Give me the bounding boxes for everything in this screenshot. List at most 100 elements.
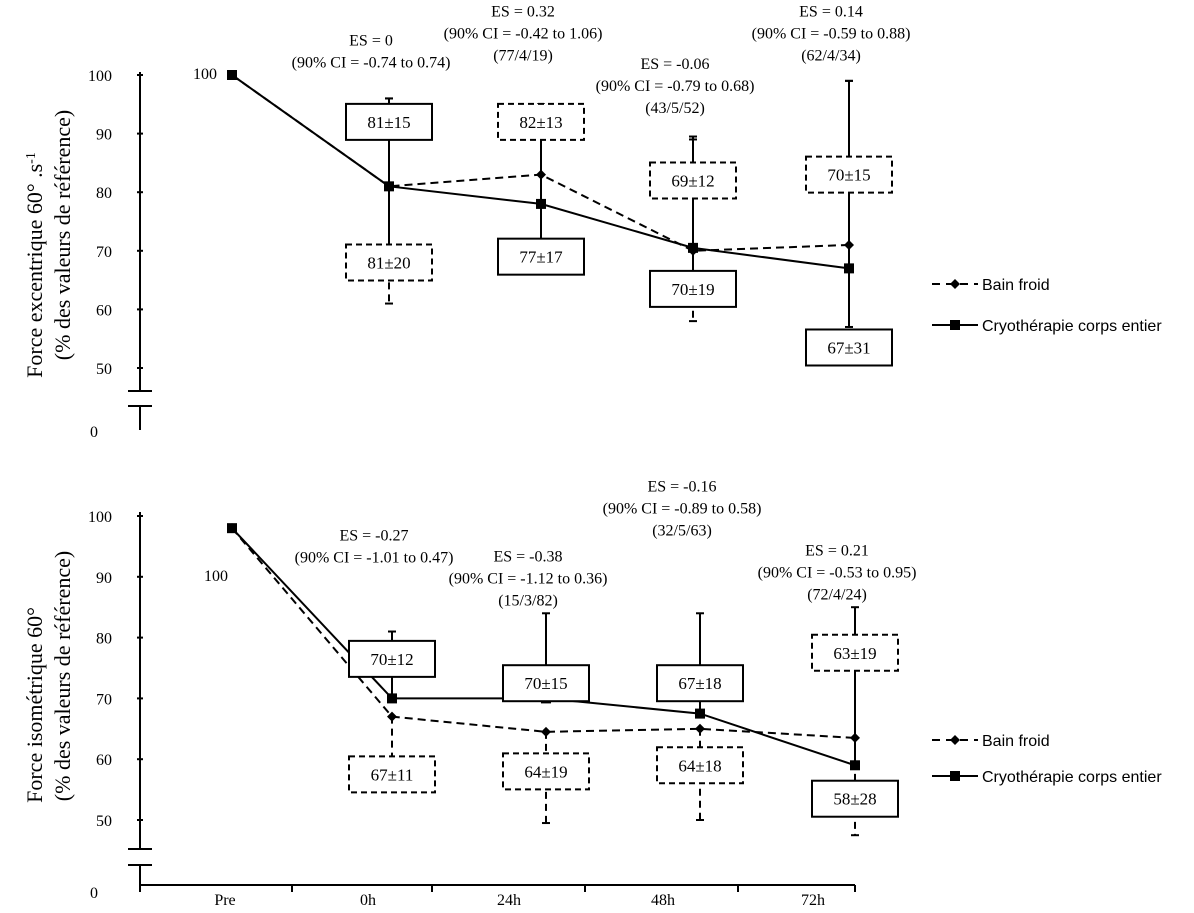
value-box <box>348 755 436 794</box>
y-tick-label: 70 <box>96 691 112 708</box>
value-box-label: 70±15 <box>827 166 870 185</box>
es-annotation-line: (90% CI = -0.59 to 0.88) <box>752 25 911 42</box>
es-annotation-line: ES = 0.21 <box>805 543 869 560</box>
y-tick-label: 90 <box>96 127 112 144</box>
y-tick-label: 70 <box>96 244 112 261</box>
value-box-label: 63±19 <box>833 644 876 663</box>
es-annotation-line: (32/5/63) <box>652 523 712 540</box>
es-annotation-line: (90% CI = -0.79 to 0.68) <box>596 78 755 95</box>
value-box <box>497 237 585 276</box>
y-tick-label: 50 <box>96 361 112 378</box>
y-axis-title-main: Force isométrique 60° <box>22 607 47 803</box>
legend-label: Bain froid <box>982 733 1050 750</box>
es-annotation-line: (90% CI = -0.53 to 0.95) <box>758 565 917 582</box>
x-tick-label: 24h <box>497 892 521 909</box>
value-box-label: 77±17 <box>519 248 563 267</box>
legend-label: Bain froid <box>982 277 1050 294</box>
y-tick-label: 100 <box>88 509 112 526</box>
data-point <box>850 760 860 771</box>
y-tick-label: 80 <box>96 185 112 202</box>
value-box <box>649 161 737 200</box>
data-point <box>844 239 854 250</box>
value-box-label: 69±12 <box>671 171 714 190</box>
legend-marker <box>950 320 960 330</box>
es-annotation-line: ES = -0.27 <box>339 527 408 544</box>
value-box <box>656 664 744 703</box>
y-tick-label: 60 <box>96 302 112 319</box>
value-box-label: 64±18 <box>678 756 721 775</box>
value-box <box>805 155 893 194</box>
legend-label: Cryothérapie corps entier <box>982 769 1162 786</box>
data-point <box>387 711 397 722</box>
y-tick-label: 100 <box>88 68 112 85</box>
y-break-label: 0 <box>90 424 98 441</box>
value-box <box>656 746 744 785</box>
y-break-label: 0 <box>90 885 98 902</box>
value-box-label: 67±31 <box>827 338 870 357</box>
x-tick-label: Pre <box>214 892 235 909</box>
value-box-label: 82±13 <box>519 113 562 132</box>
x-tick-label: 0h <box>360 892 376 909</box>
x-tick-label: 72h <box>801 892 825 909</box>
legend-marker <box>950 771 960 781</box>
data-point <box>844 263 854 274</box>
value-box-label: 67±11 <box>371 765 414 784</box>
es-annotation-line: ES = -0.16 <box>647 479 716 496</box>
legend-label: Cryothérapie corps entier <box>982 318 1162 335</box>
data-point <box>850 732 860 743</box>
value-box-label: 81±20 <box>367 254 410 273</box>
value-box <box>497 102 585 141</box>
data-point <box>536 198 546 209</box>
data-point <box>688 242 698 253</box>
x-tick-label: 48h <box>651 892 675 909</box>
legend-marker <box>950 279 960 289</box>
value-box-label: 70±12 <box>370 650 413 669</box>
y-axis-subtitle: (% des valeurs de référence) <box>50 551 75 801</box>
value-box-label: 58±28 <box>833 790 876 809</box>
es-annotation-line: ES = 0.32 <box>491 3 555 20</box>
es-annotation-line: (15/3/82) <box>498 593 558 610</box>
es-annotation-line: ES = -0.38 <box>493 549 562 566</box>
es-annotation-line: (62/4/34) <box>801 47 861 64</box>
value-box <box>811 779 899 818</box>
legend-marker <box>950 735 960 745</box>
es-annotation-line: ES = 0.14 <box>799 3 863 20</box>
data-point <box>536 169 546 180</box>
y-tick-label: 90 <box>96 570 112 587</box>
data-point <box>387 693 397 704</box>
es-annotation-line: ES = -0.06 <box>640 56 709 73</box>
es-annotation-line: (90% CI = -1.01 to 0.47) <box>295 549 454 566</box>
value-box <box>805 328 893 367</box>
es-annotation-line: (90% CI = -0.74 to 0.74) <box>292 55 451 72</box>
data-point <box>384 181 394 192</box>
isometric-force-chart: 100 90 80 70 60 50 0 Force isométrique 60° (% de… <box>22 479 1162 909</box>
data-point <box>227 523 237 534</box>
value-box <box>811 633 899 672</box>
value-box-label: 67±18 <box>678 674 721 693</box>
eccentric-force-chart: 100 90 80 70 60 50 0 Force excentrique 60° .s-1… <box>22 3 1162 441</box>
value-box <box>502 664 590 703</box>
y-axis-title-main: Force excentrique 60° .s <box>22 164 47 378</box>
value-box-label: 81±15 <box>367 113 410 132</box>
value-box <box>345 102 433 141</box>
y-axis-title: Force isométrique 60° <box>22 607 47 803</box>
y-axis-subtitle: (% des valeurs de référence) <box>50 110 75 360</box>
value-box-label: 64±19 <box>524 762 567 781</box>
data-point <box>541 726 551 737</box>
y-axis-title-sup: -1 <box>24 152 39 164</box>
y-tick-label: 80 <box>96 631 112 648</box>
value-box-label: 70±15 <box>524 674 567 693</box>
pre-value-label: 100 <box>193 66 217 83</box>
y-tick-label: 50 <box>96 813 112 830</box>
data-point <box>695 708 705 719</box>
es-annotation-line: (77/4/19) <box>493 47 553 64</box>
es-annotation-line: (90% CI = -0.89 to 0.58) <box>603 501 762 518</box>
es-annotation-line: (90% CI = -0.42 to 1.06) <box>444 25 603 42</box>
data-point <box>227 70 237 80</box>
pre-value-label: 100 <box>204 568 228 585</box>
es-annotation-line: (43/5/52) <box>645 100 705 117</box>
value-box <box>649 269 737 308</box>
es-annotation-line: (90% CI = -1.12 to 0.36) <box>449 571 608 588</box>
es-annotation-line: (72/4/24) <box>807 587 867 604</box>
